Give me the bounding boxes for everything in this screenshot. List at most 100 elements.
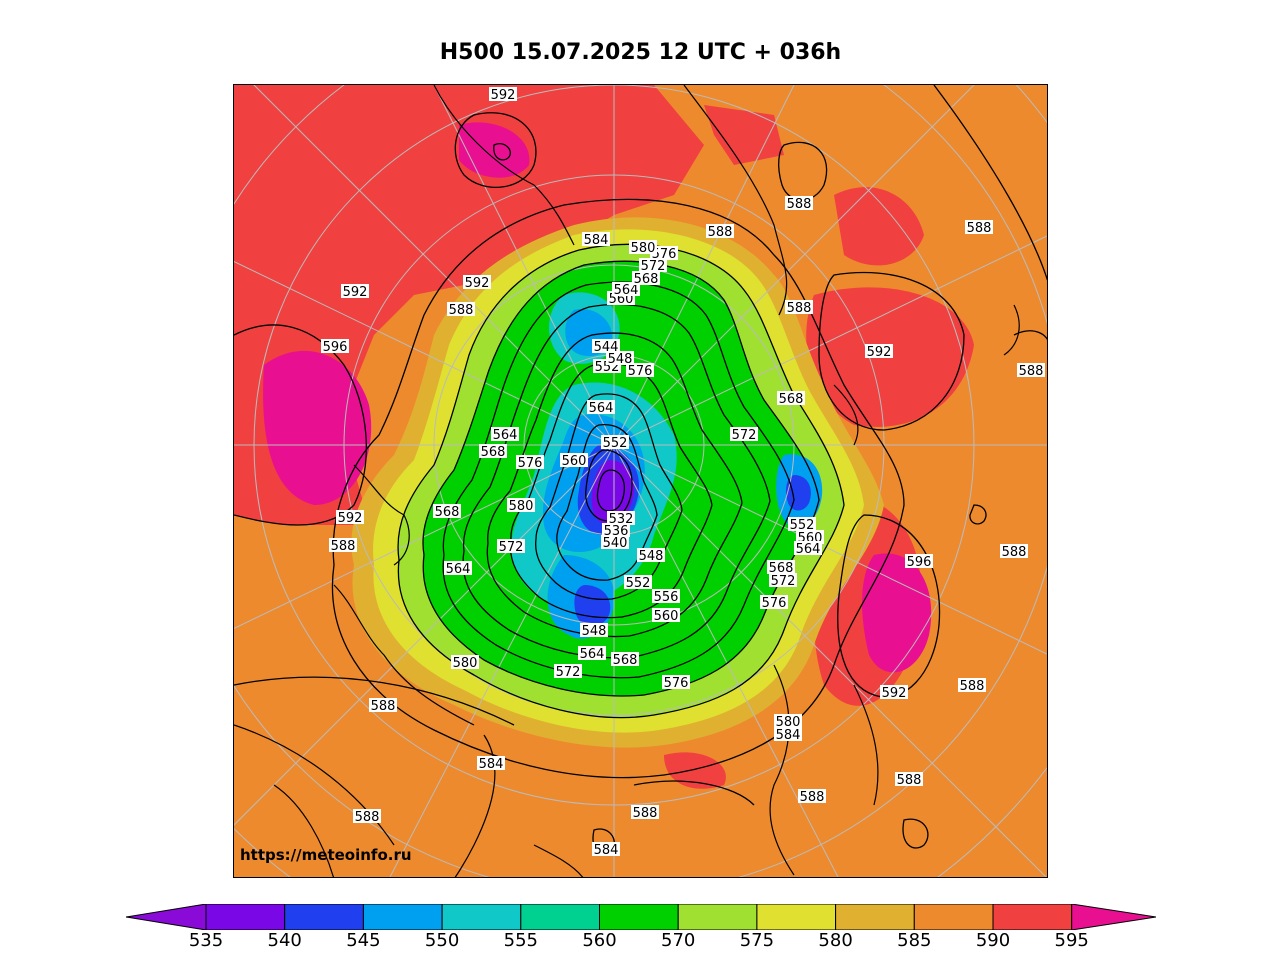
label-576-e-text: 576 bbox=[762, 596, 787, 611]
label-588-k-text: 588 bbox=[800, 790, 825, 805]
map-panel: 592 592 592 596 588 592 588 588 588 588 … bbox=[233, 84, 1048, 878]
label-596-right: 596 bbox=[905, 554, 933, 570]
colorbar-extend-low bbox=[126, 904, 207, 930]
h500-map: 592 592 592 596 588 592 588 588 588 588 … bbox=[234, 85, 1047, 877]
colorbar-segment bbox=[599, 904, 679, 930]
colorbar-segment bbox=[835, 904, 915, 930]
colorbar-segment bbox=[756, 904, 837, 930]
blue-band-2 bbox=[574, 585, 611, 627]
label-568-e: 568 bbox=[777, 391, 805, 407]
label-572-e: 572 bbox=[769, 573, 797, 589]
label-560-a-text: 560 bbox=[654, 609, 679, 624]
label-588-l-text: 588 bbox=[633, 806, 658, 821]
label-564-c: 564 bbox=[491, 427, 519, 443]
label-588-m-text: 588 bbox=[371, 699, 396, 714]
colorbar-tick-label: 580 bbox=[818, 930, 853, 951]
colorbar-tick-label: 590 bbox=[975, 930, 1011, 951]
label-588-i: 588 bbox=[958, 678, 986, 694]
label-564-e: 564 bbox=[612, 282, 640, 298]
label-568-c: 568 bbox=[479, 444, 507, 460]
blue-band-3 bbox=[786, 475, 811, 511]
colorbar-tick-label: 560 bbox=[582, 930, 617, 951]
label-568-a-text: 568 bbox=[613, 653, 638, 668]
label-588-j-text: 588 bbox=[897, 773, 922, 788]
label-588-f-text: 588 bbox=[967, 221, 992, 236]
label-580-c-text: 580 bbox=[509, 499, 534, 514]
label-572-a-text: 572 bbox=[556, 665, 581, 680]
label-588-k: 588 bbox=[798, 789, 826, 805]
label-592-b-text: 592 bbox=[338, 511, 363, 526]
label-552-d-text: 552 bbox=[790, 518, 815, 533]
label-568-c-text: 568 bbox=[481, 445, 506, 460]
colorbar-tick-label: 550 bbox=[424, 930, 460, 951]
label-588-n-text: 588 bbox=[355, 810, 380, 825]
label-588-b: 588 bbox=[329, 538, 357, 554]
label-592-top: 592 bbox=[489, 87, 517, 103]
label-588-f: 588 bbox=[965, 220, 993, 236]
label-580-b-text: 580 bbox=[776, 715, 801, 730]
label-568-f-text: 568 bbox=[769, 561, 794, 576]
label-592-top-text: 592 bbox=[491, 88, 516, 103]
colorbar-segment bbox=[677, 904, 758, 930]
label-552-a-text: 552 bbox=[626, 576, 651, 591]
label-572-e-text: 572 bbox=[771, 574, 796, 589]
label-580-b: 580 bbox=[774, 714, 802, 730]
label-588-a: 588 bbox=[447, 302, 475, 318]
label-564-c-text: 564 bbox=[493, 428, 518, 443]
label-592-b: 592 bbox=[336, 510, 364, 526]
label-580-c: 580 bbox=[507, 498, 535, 514]
label-584-c: 584 bbox=[774, 727, 802, 743]
label-592-right: 592 bbox=[865, 344, 893, 360]
label-548-a: 548 bbox=[580, 623, 608, 639]
label-588-n: 588 bbox=[353, 809, 381, 825]
label-588-b-text: 588 bbox=[331, 539, 356, 554]
colorbar-extend-high bbox=[1071, 904, 1156, 930]
label-584-a: 584 bbox=[592, 842, 620, 858]
label-588-d-text: 588 bbox=[787, 197, 812, 212]
label-592-mid-text: 592 bbox=[465, 276, 490, 291]
label-564-e-text: 564 bbox=[614, 283, 639, 298]
colorbar-tick-label: 570 bbox=[661, 930, 696, 951]
label-592-left: 592 bbox=[341, 284, 369, 300]
label-580-d-text: 580 bbox=[631, 241, 656, 256]
label-588-j: 588 bbox=[895, 772, 923, 788]
colorbar-segment bbox=[362, 904, 443, 930]
label-584-b-text: 584 bbox=[479, 757, 504, 772]
label-596-left: 596 bbox=[321, 339, 349, 355]
label-580-d: 580 bbox=[629, 240, 657, 256]
label-556-a: 556 bbox=[652, 589, 680, 605]
label-560-a: 560 bbox=[652, 608, 680, 624]
label-588-c-text: 588 bbox=[708, 225, 733, 240]
label-552-a: 552 bbox=[624, 575, 652, 591]
colorbar-segment bbox=[205, 904, 286, 930]
label-536-a: 536 bbox=[602, 523, 630, 539]
colorbar-tick-label: 595 bbox=[1054, 930, 1089, 951]
label-572-a: 572 bbox=[554, 664, 582, 680]
label-564-d: 564 bbox=[587, 400, 615, 416]
label-572-d-text: 572 bbox=[732, 428, 757, 443]
label-548-b-text: 548 bbox=[639, 549, 664, 564]
colorbar-segment bbox=[992, 904, 1073, 930]
label-572-c-text: 572 bbox=[641, 259, 666, 274]
colorbar-tick-label: 575 bbox=[739, 930, 775, 951]
label-588-h: 588 bbox=[1000, 544, 1028, 560]
label-568-d-text: 568 bbox=[634, 272, 659, 287]
contour-labels: 592 592 592 596 588 592 588 588 588 588 … bbox=[321, 87, 1045, 858]
watermark-url: https://meteoinfo.ru bbox=[240, 846, 412, 864]
label-588-g: 588 bbox=[1017, 363, 1045, 379]
label-588-i-text: 588 bbox=[960, 679, 985, 694]
label-560-b: 560 bbox=[560, 453, 588, 469]
label-540-a: 540 bbox=[601, 535, 629, 551]
label-572-b-text: 572 bbox=[499, 540, 524, 555]
label-564-b-text: 564 bbox=[446, 562, 471, 577]
colorbar-segment bbox=[520, 904, 600, 930]
colorbar-tick-label: 540 bbox=[267, 930, 302, 951]
label-592-right-text: 592 bbox=[867, 345, 892, 360]
label-576-c: 576 bbox=[626, 363, 654, 379]
label-584-c-text: 584 bbox=[776, 728, 801, 743]
label-544-a: 544 bbox=[592, 339, 620, 355]
label-580-a-text: 580 bbox=[453, 656, 478, 671]
colorbar-tick-label: 535 bbox=[188, 930, 224, 951]
label-568-e-text: 568 bbox=[779, 392, 804, 407]
label-548-a-text: 548 bbox=[582, 624, 607, 639]
